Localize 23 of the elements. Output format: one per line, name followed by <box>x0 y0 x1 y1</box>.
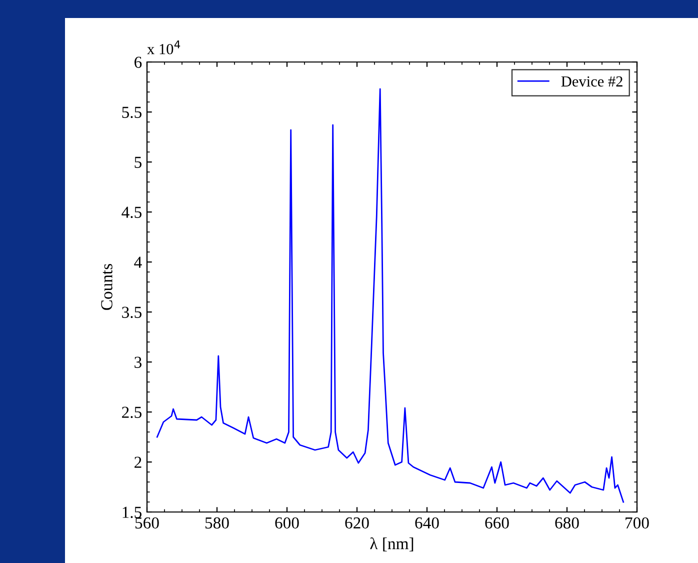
text: x 10$^{4}$ <box>147 40 180 54</box>
y-tick-label: 5.5 <box>122 106 142 118</box>
y-tick-label: 3.5 <box>122 306 142 318</box>
x-tick-label: 580 <box>205 517 229 529</box>
y-tick-label: 5 <box>134 156 142 168</box>
line-series <box>156 88 624 503</box>
x-tick-label: 640 <box>415 517 439 529</box>
y-tick-label: 4 <box>134 256 142 268</box>
x-tick-label: 560 <box>135 517 159 529</box>
x-tick-label: 600 <box>275 517 299 529</box>
x-tick-label: 680 <box>555 517 579 529</box>
y-tick-label: 2.5 <box>122 406 142 418</box>
y-tick-label: 3 <box>134 356 142 368</box>
y-axis-title: Counts <box>101 264 112 310</box>
x-tick-label: 620 <box>345 517 369 529</box>
y-tick-label: 6 <box>134 56 142 68</box>
y-tick-label: 2 <box>134 456 142 468</box>
y-tick-label: 1.5 <box>122 506 142 518</box>
x-axis-title: λ [nm] <box>370 537 414 552</box>
x-tick-label: 660 <box>485 517 509 529</box>
legend-label: Device #2 <box>561 76 622 87</box>
x-tick-label: 700 <box>626 517 649 529</box>
y-tick-label: 4.5 <box>122 206 142 218</box>
